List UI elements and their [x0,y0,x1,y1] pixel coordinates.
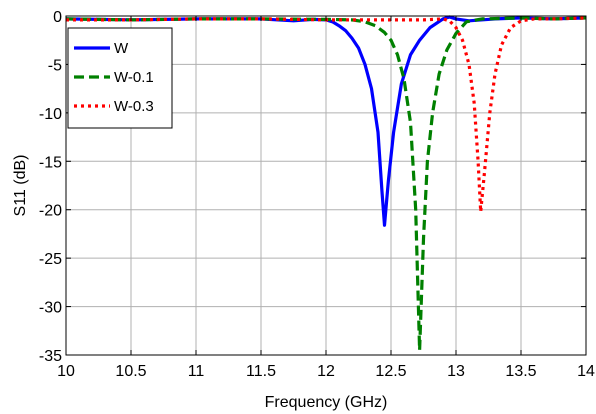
y-tick-label: -35 [39,348,62,365]
y-tick-label: -20 [39,203,62,220]
legend-label-1: W [114,40,129,57]
x-tick-label: 14 [577,363,595,380]
x-tick-label: 12.5 [375,363,406,380]
tick-labels: 10 10.5 11 11.5 12 12.5 13 13.5 14 0 -5 -10 -15 -20 -2… [39,9,595,380]
y-tick-label: -10 [39,106,62,123]
y-tick-label: -5 [48,57,62,74]
legend-label-2: W-0.1 [114,69,154,86]
x-tick-label: 10 [57,363,75,380]
x-tick-label: 13 [447,363,465,380]
y-tick-label: -30 [39,300,62,317]
x-tick-label: 11.5 [246,363,276,380]
x-tick-label: 13.5 [505,363,536,380]
series-line-3 [66,16,587,214]
y-tick-label: -15 [39,154,62,171]
legend: W W-0.1 W-0.3 [67,27,173,129]
x-axis-label: Frequency (GHz) [265,394,388,411]
legend-box [67,27,173,129]
grid-lines [66,16,586,355]
x-tick-label: 10.5 [115,363,146,380]
y-tick-label: 0 [53,9,62,26]
x-tick-label: 11 [188,363,205,380]
x-tick-label: 12 [317,363,335,380]
series-line-2 [65,16,587,352]
y-axis-label: S11 (dB) [12,155,29,217]
y-tick-label: -25 [39,251,62,268]
legend-label-3: W-0.3 [114,98,154,115]
